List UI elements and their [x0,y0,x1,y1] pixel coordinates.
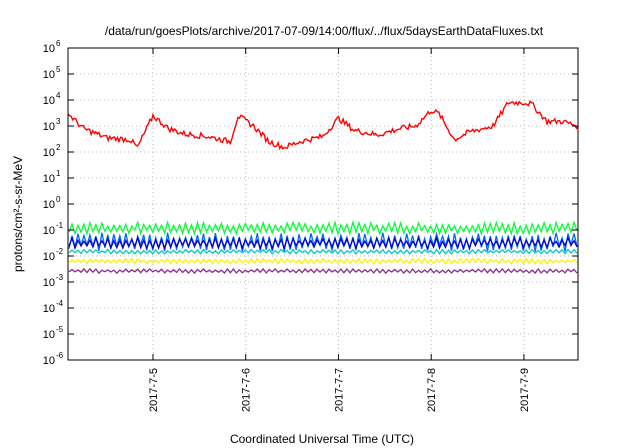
ticks: 10 -610 -510 -410 -310 -210 -110 010 110 210 310 41… [43,39,578,412]
x-tick-label: 2017-7-8 [426,368,438,412]
y-axis-label: protons/cm²-s-sr-MeV [11,156,25,272]
x-tick-label: 2017-7-9 [519,368,531,412]
y-tick-exponent: -3 [56,273,64,282]
x-axis-label: Coordinated Universal Time (UTC) [230,432,414,446]
y-tick-exponent: -6 [56,351,64,360]
flux-series-4 [68,248,578,255]
chart-title: /data/run/goesPlots/archive/2017-07-09/1… [105,24,544,38]
y-tick-exponent: -4 [56,299,64,308]
flux-series-1 [68,219,578,237]
y-tick-label: 10 [43,303,55,315]
y-tick-label: 10 [43,329,55,341]
flux-series-6 [68,267,578,275]
y-tick-label: 10 [43,147,55,159]
x-tick-label: 2017-7-5 [148,368,160,412]
y-tick-exponent: 3 [56,117,61,126]
y-tick-exponent: 4 [56,91,61,100]
y-tick-exponent: 0 [56,195,61,204]
flux-series-2 [68,231,578,253]
y-tick-exponent: 6 [56,39,61,48]
y-tick-label: 10 [43,199,55,211]
grid [68,48,578,360]
y-tick-label: 10 [43,69,55,81]
y-tick-label: 10 [43,43,55,55]
y-tick-label: 10 [43,277,55,289]
x-tick-label: 2017-7-6 [241,368,253,412]
y-tick-label: 10 [43,251,55,263]
y-tick-exponent: 5 [56,65,61,74]
flux-series-0 [67,100,579,151]
y-tick-label: 10 [43,95,55,107]
y-tick-exponent: 1 [56,169,61,178]
y-tick-exponent: -1 [56,221,64,230]
y-tick-exponent: -5 [56,325,64,334]
x-tick-label: 2017-7-7 [333,368,345,412]
y-tick-label: 10 [43,355,55,367]
flux-series-3 [68,235,578,251]
flux-series-5 [68,257,578,266]
y-tick-exponent: 2 [56,143,61,152]
y-tick-label: 10 [43,225,55,237]
y-tick-label: 10 [43,121,55,133]
y-tick-label: 10 [43,173,55,185]
series-layer [67,100,579,275]
y-tick-exponent: -2 [56,247,64,256]
